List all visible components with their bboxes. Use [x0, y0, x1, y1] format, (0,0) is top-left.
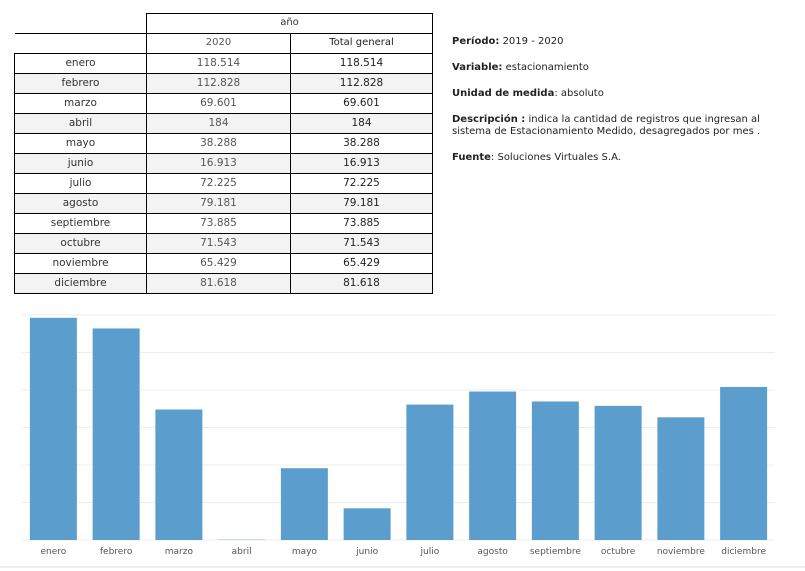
table-row: diciembre 81.618 81.618	[14, 272, 433, 294]
fuente-label: Fuente	[452, 152, 491, 163]
periodo-line: Período: 2019 - 2020	[452, 36, 792, 48]
table-row: octubre 71.543 71.543	[14, 232, 433, 254]
month-cell: marzo	[14, 92, 147, 114]
month-cell: julio	[14, 172, 147, 194]
total-cell: 81.618	[290, 272, 433, 294]
value-2020-cell: 65.429	[146, 252, 291, 274]
unidad-line: Unidad de medida: absoluto	[452, 88, 792, 100]
month-cell: febrero	[14, 72, 147, 94]
bar-mayo	[280, 468, 328, 540]
x-tick-label: octubre	[601, 547, 636, 557]
x-tick-label: junio	[355, 547, 378, 557]
month-cell: septiembre	[14, 212, 147, 234]
total-cell: 112.828	[290, 72, 433, 94]
month-cell: noviembre	[14, 252, 147, 274]
fuente-value: : Soluciones Virtuales S.A.	[490, 152, 621, 163]
info-panel: Período: 2019 - 2020 Variable: estaciona…	[452, 36, 792, 178]
variable-line: Variable: estacionamiento	[452, 62, 792, 74]
table-row: enero 118.514 118.514	[14, 52, 433, 74]
x-tick-label: septiembre	[530, 547, 581, 557]
month-cell: enero	[14, 52, 147, 74]
x-tick-label: agosto	[477, 547, 508, 557]
total-cell: 184	[290, 112, 433, 134]
bar-diciembre	[720, 386, 768, 540]
total-cell: 72.225	[290, 172, 433, 194]
table-row: noviembre 65.429 65.429	[14, 252, 433, 274]
x-tick-label: julio	[420, 547, 440, 557]
periodo-label: Período:	[452, 36, 500, 47]
bar-marzo	[155, 409, 203, 540]
value-2020-cell: 69.601	[146, 92, 291, 114]
value-2020-cell: 118.514	[146, 52, 291, 74]
descripcion-value: indica la cantidad de registros que ingr…	[452, 114, 761, 137]
x-tick-label: marzo	[165, 547, 194, 557]
bar-enero	[29, 317, 77, 540]
value-2020-cell: 16.913	[146, 152, 291, 174]
unidad-label: Unidad de medida	[452, 88, 555, 99]
x-tick-label: febrero	[100, 547, 133, 557]
x-tick-label: diciembre	[721, 547, 766, 557]
descripcion-label: Descripción :	[452, 114, 526, 125]
total-cell: 16.913	[290, 152, 433, 174]
periodo-value: 2019 - 2020	[502, 36, 564, 47]
table-row: febrero 112.828 112.828	[14, 72, 433, 94]
month-cell: agosto	[14, 192, 147, 214]
descripcion-line: Descripción : indica la cantidad de regi…	[452, 114, 792, 138]
total-cell: 38.288	[290, 132, 433, 154]
total-cell: 73.885	[290, 212, 433, 234]
column-header-2020: 2020	[146, 32, 291, 54]
value-2020-cell: 71.543	[146, 232, 291, 254]
bar-septiembre	[531, 401, 579, 540]
bar-julio	[406, 404, 454, 540]
group-header: año	[146, 13, 433, 34]
value-2020-cell: 38.288	[146, 132, 291, 154]
value-2020-cell: 184	[146, 112, 291, 134]
x-tick-label: enero	[40, 547, 66, 557]
table-body: enero 118.514 118.514 febrero 112.828 112.828…	[14, 52, 433, 294]
value-2020-cell: 112.828	[146, 72, 291, 94]
month-cell: mayo	[14, 132, 147, 154]
table-row: junio 16.913 16.913	[14, 152, 433, 174]
total-cell: 71.543	[290, 232, 433, 254]
table-row: mayo 38.288 38.288	[14, 132, 433, 154]
table-corner-2	[14, 33, 147, 54]
total-cell: 69.601	[290, 92, 433, 114]
month-cell: diciembre	[14, 272, 147, 294]
month-cell: abril	[14, 112, 147, 134]
bar-agosto	[469, 391, 517, 540]
x-tick-label: mayo	[292, 547, 318, 557]
table-row: marzo 69.601 69.601	[14, 92, 433, 114]
total-cell: 118.514	[290, 52, 433, 74]
table-row: abril 184 184	[14, 112, 433, 134]
total-cell: 65.429	[290, 252, 433, 274]
bar-chart: enero febrero marzo abril mayo junio julio agos…	[0, 314, 805, 568]
table-row: agosto 79.181 79.181	[14, 192, 433, 214]
value-2020-cell: 73.885	[146, 212, 291, 234]
bar-octubre	[594, 405, 642, 540]
table-row: septiembre 73.885 73.885	[14, 212, 433, 234]
total-cell: 79.181	[290, 192, 433, 214]
column-header-total: Total general	[290, 32, 433, 54]
table-corner	[14, 13, 147, 34]
value-2020-cell: 81.618	[146, 272, 291, 294]
bar-noviembre	[657, 417, 705, 540]
month-cell: junio	[14, 152, 147, 174]
variable-label: Variable:	[452, 62, 503, 73]
x-tick-label: abril	[232, 547, 252, 557]
data-table: año 2020 Total general enero 118.514 118.5…	[14, 13, 433, 294]
month-cell: octubre	[14, 232, 147, 254]
x-tick-label: noviembre	[657, 547, 706, 557]
table-row: julio 72.225 72.225	[14, 172, 433, 194]
bar-junio	[343, 508, 391, 540]
bar-febrero	[92, 328, 140, 540]
value-2020-cell: 79.181	[146, 192, 291, 214]
fuente-line: Fuente: Soluciones Virtuales S.A.	[452, 152, 792, 164]
variable-value: estacionamiento	[505, 62, 589, 73]
unidad-value: : absoluto	[554, 88, 604, 99]
value-2020-cell: 72.225	[146, 172, 291, 194]
